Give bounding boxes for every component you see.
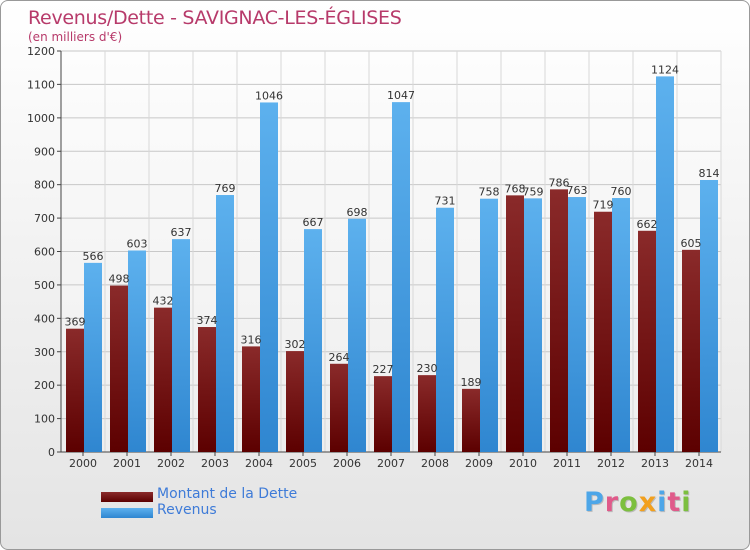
legend-label-dette: Montant de la Dette — [157, 486, 298, 502]
value-label-dette: 768 — [505, 182, 526, 195]
value-label-revenus: 637 — [171, 226, 192, 239]
bar-dette — [594, 211, 612, 452]
value-label-revenus: 566 — [83, 250, 104, 263]
value-label-revenus: 758 — [479, 186, 500, 199]
bar-revenus — [568, 197, 586, 452]
bar-dette — [286, 351, 304, 452]
value-label-dette: 369 — [65, 316, 86, 329]
bar-revenus — [612, 198, 630, 452]
bar-revenus — [84, 262, 102, 452]
value-labels: 369 566 498 603 432 637 374 769 316 1046 302 667 264… — [65, 63, 720, 388]
y-tick-label: 300 — [34, 346, 55, 359]
bar-revenus — [216, 195, 234, 453]
value-label-revenus: 1124 — [651, 63, 679, 76]
x-tick-label: 2012 — [597, 457, 625, 470]
value-label-revenus: 814 — [699, 167, 720, 180]
y-tick-label: 700 — [34, 212, 55, 225]
x-tick-label: 2009 — [465, 457, 493, 470]
value-label-dette: 302 — [285, 338, 306, 351]
value-label-revenus: 1047 — [387, 89, 415, 102]
bar-dette — [198, 327, 216, 452]
bar-revenus — [524, 198, 542, 452]
bar-dette — [154, 307, 172, 452]
y-tick-label: 0 — [48, 446, 55, 459]
value-label-dette: 786 — [549, 176, 570, 189]
value-label-revenus: 760 — [611, 185, 632, 198]
proxiti-logo: Proxiti — [584, 487, 692, 518]
value-label-revenus: 759 — [523, 185, 544, 198]
bar-dette — [242, 346, 260, 452]
value-label-revenus: 603 — [127, 237, 148, 250]
x-tick-label: 2013 — [641, 457, 669, 470]
value-label-dette: 230 — [417, 362, 438, 375]
bar-dette — [374, 376, 392, 452]
x-tick-label: 2003 — [201, 457, 229, 470]
legend-label-revenus: Revenus — [157, 502, 217, 518]
y-tick-label: 1100 — [27, 78, 55, 91]
value-label-revenus: 667 — [303, 216, 324, 229]
legend-swatch-revenus — [101, 508, 153, 518]
bar-dette — [462, 388, 480, 452]
x-tick-label: 2004 — [245, 457, 273, 470]
x-tick-label: 2007 — [377, 457, 405, 470]
chart-title: Revenus/Dette - SAVIGNAC-LES-ÉGLISES — [28, 7, 402, 29]
y-tick-label: 400 — [34, 312, 55, 325]
value-label-revenus: 1046 — [255, 89, 283, 102]
value-label-revenus: 763 — [567, 184, 588, 197]
value-label-dette: 662 — [637, 218, 658, 231]
value-label-dette: 316 — [241, 333, 262, 346]
bar-revenus — [128, 250, 146, 452]
bar-revenus — [700, 179, 718, 452]
bar-revenus — [656, 76, 674, 452]
value-label-dette: 227 — [373, 363, 394, 376]
bar-dette — [506, 195, 524, 453]
bar-dette — [66, 328, 84, 452]
y-tick-label: 800 — [34, 179, 55, 192]
bar-revenus — [348, 218, 366, 452]
value-label-revenus: 698 — [347, 206, 368, 219]
y-tick-label: 200 — [34, 379, 55, 392]
bar-dette — [682, 249, 700, 452]
x-tick-label: 2002 — [157, 457, 185, 470]
legend-swatch-dette — [101, 492, 153, 502]
value-label-dette: 432 — [153, 295, 174, 308]
x-tick-label: 2001 — [113, 457, 141, 470]
unit-label: (en milliers d'€) — [28, 30, 123, 44]
value-label-dette: 189 — [461, 376, 482, 389]
bar-revenus — [436, 207, 454, 452]
bar-revenus — [260, 102, 278, 452]
x-tick-label: 2014 — [685, 457, 713, 470]
bar-revenus — [392, 102, 410, 452]
y-tick-label: 500 — [34, 279, 55, 292]
value-label-revenus: 769 — [215, 182, 236, 195]
value-label-dette: 264 — [329, 351, 350, 364]
bars — [66, 76, 718, 453]
x-tick-label: 2011 — [553, 457, 581, 470]
bar-dette — [418, 375, 436, 452]
bar-dette — [550, 189, 568, 452]
value-label-dette: 498 — [109, 273, 130, 286]
bar-dette — [110, 285, 128, 452]
y-tick-label: 1200 — [27, 45, 55, 58]
x-tick-label: 2006 — [333, 457, 361, 470]
bar-dette — [330, 363, 348, 452]
value-label-dette: 374 — [197, 314, 218, 327]
value-label-dette: 605 — [681, 237, 702, 250]
y-tick-label: 900 — [34, 145, 55, 158]
bar-revenus — [172, 239, 190, 452]
bar-revenus — [304, 229, 322, 452]
y-tick-label: 600 — [34, 246, 55, 259]
x-tick-label: 2000 — [69, 457, 97, 470]
x-tick-label: 2008 — [421, 457, 449, 470]
y-tick-label: 100 — [34, 413, 55, 426]
value-label-revenus: 731 — [435, 195, 456, 208]
y-tick-label: 1000 — [27, 112, 55, 125]
bar-dette — [638, 230, 656, 452]
x-tick-label: 2010 — [509, 457, 537, 470]
value-label-dette: 719 — [593, 199, 614, 212]
bar-revenus — [480, 198, 498, 452]
x-tick-label: 2005 — [289, 457, 317, 470]
